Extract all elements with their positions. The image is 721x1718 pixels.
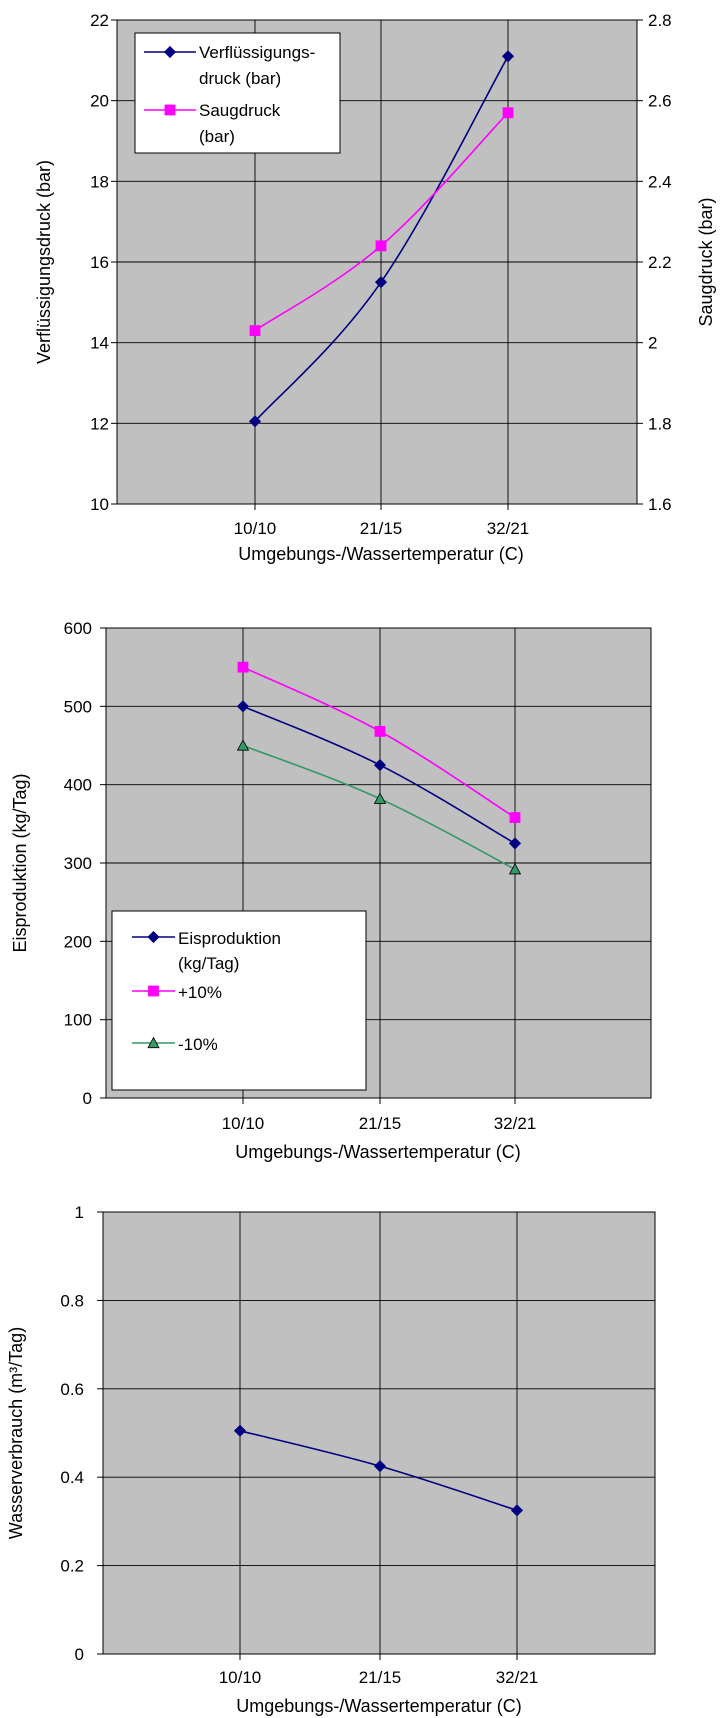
y2-tick-label: 2.2 (648, 253, 672, 272)
x-tick-label: 10/10 (222, 1114, 265, 1133)
y-axis-title: Wasserverbrauch (m³/Tag) (6, 1327, 26, 1539)
y-tick-label: 0.8 (60, 1291, 84, 1310)
series-2-point (249, 325, 261, 336)
legend-entry-label: -10% (178, 1035, 218, 1054)
series-1-point (236, 700, 250, 713)
y-tick-label: 14 (90, 334, 109, 353)
y-tick-label: 20 (90, 92, 109, 111)
y-tick-label: 500 (64, 697, 92, 716)
series-3-point (373, 792, 387, 804)
y2-tick-label: 1.6 (648, 495, 672, 514)
legend-entry-label: (bar) (199, 127, 235, 146)
x-tick-label: 21/15 (360, 519, 403, 538)
legend-entry-label: +10% (178, 983, 222, 1002)
chart-3: 0 0.2 0.4 0.6 0.8 1 10/10 21/15 32/21 Umgebungs-/… (6, 1203, 656, 1716)
legend-entry-label: (kg/Tag) (178, 954, 239, 973)
y-tick-label: 0.2 (60, 1557, 84, 1576)
y-tick-label: 16 (90, 253, 109, 272)
y-tick-label: 400 (64, 776, 92, 795)
series-1-point (508, 837, 522, 850)
series-1-line (254, 55, 509, 422)
series-1-point (510, 1504, 524, 1517)
legend-entry-label: Verflüssigungs- (199, 43, 315, 62)
series-1-point (373, 759, 387, 772)
series-3-point (508, 862, 522, 875)
legend-swatch-marker (163, 45, 177, 59)
y-axis-title: Verflüssigungsdruck (bar) (34, 160, 54, 364)
y-tick-label: 0 (83, 1089, 92, 1108)
legend-swatch-marker (147, 1036, 160, 1049)
y2-tick-label: 2.6 (648, 92, 672, 111)
series-2-point (237, 661, 249, 673)
legend-swatch-marker (164, 104, 176, 116)
series-1-point (248, 415, 262, 428)
series-1-point (373, 1460, 387, 1473)
legend-swatch-marker (148, 985, 159, 997)
legend-entry-label: Saugdruck (199, 101, 281, 120)
series-2-point (502, 107, 514, 119)
y-tick-label: 0.4 (60, 1468, 84, 1487)
y2-axis-title: Saugdruck (bar) (696, 197, 716, 326)
y-tick-label: 18 (90, 172, 109, 191)
legend: Eisproduktion (kg/Tag) +10% -10% (111, 910, 367, 1091)
x-axis-title: Umgebungs-/Wassertemperatur (C) (236, 1696, 521, 1716)
legend-entry-label: Eisproduktion (178, 929, 281, 948)
y-tick-label: 600 (64, 619, 92, 638)
x-tick-label: 21/15 (359, 1114, 402, 1133)
legend-swatch-marker (147, 930, 160, 944)
series-1-point (374, 276, 388, 289)
x-tick-label: 32/21 (496, 1668, 539, 1687)
y-tick-label: 0 (75, 1645, 84, 1664)
x-tick-label: 10/10 (219, 1668, 262, 1687)
x-tick-label: 10/10 (234, 519, 277, 538)
series-3-point (236, 739, 250, 751)
x-axis-title: Umgebungs-/Wassertemperatur (C) (235, 1142, 520, 1162)
y-tick-label: 1 (75, 1203, 84, 1222)
chart-1: 10 12 14 16 18 20 22 1.6 1.8 2 2.2 2.4 2.6 2.8 10/10 21… (34, 11, 716, 564)
series-2-point (509, 812, 521, 823)
x-axis-title: Umgebungs-/Wassertemperatur (C) (238, 544, 523, 564)
series-2-point (374, 726, 386, 737)
y-tick-label: 300 (64, 854, 92, 873)
y-tick-label: 22 (90, 11, 109, 30)
x-tick-label: 32/21 (487, 519, 530, 538)
y-tick-label: 200 (64, 932, 92, 951)
y-tick-label: 0.6 (60, 1380, 84, 1399)
y-tick-label: 10 (90, 495, 109, 514)
chart-2: 0 100 200 300 400 500 600 10/10 21/15 32/21 Umgebu… (10, 619, 652, 1162)
y2-tick-label: 2.8 (648, 11, 672, 30)
y-tick-label: 100 (64, 1011, 92, 1030)
y-tick-label: 12 (90, 414, 109, 433)
legend: Verflüssigungs-druck (bar) Saugdruck (bar) (134, 32, 341, 154)
y2-tick-label: 2 (648, 334, 657, 353)
plot-area (102, 1211, 656, 1655)
series-1-point (501, 50, 515, 63)
y2-tick-label: 1.8 (648, 414, 672, 433)
x-tick-label: 32/21 (494, 1114, 537, 1133)
x-tick-label: 21/15 (359, 1668, 402, 1687)
series-1-point (233, 1424, 247, 1437)
series-2-point (375, 240, 387, 252)
y-axis-title: Eisproduktion (kg/Tag) (10, 773, 30, 952)
legend-entry-label: druck (bar) (199, 69, 281, 88)
y2-tick-label: 2.4 (648, 172, 672, 191)
